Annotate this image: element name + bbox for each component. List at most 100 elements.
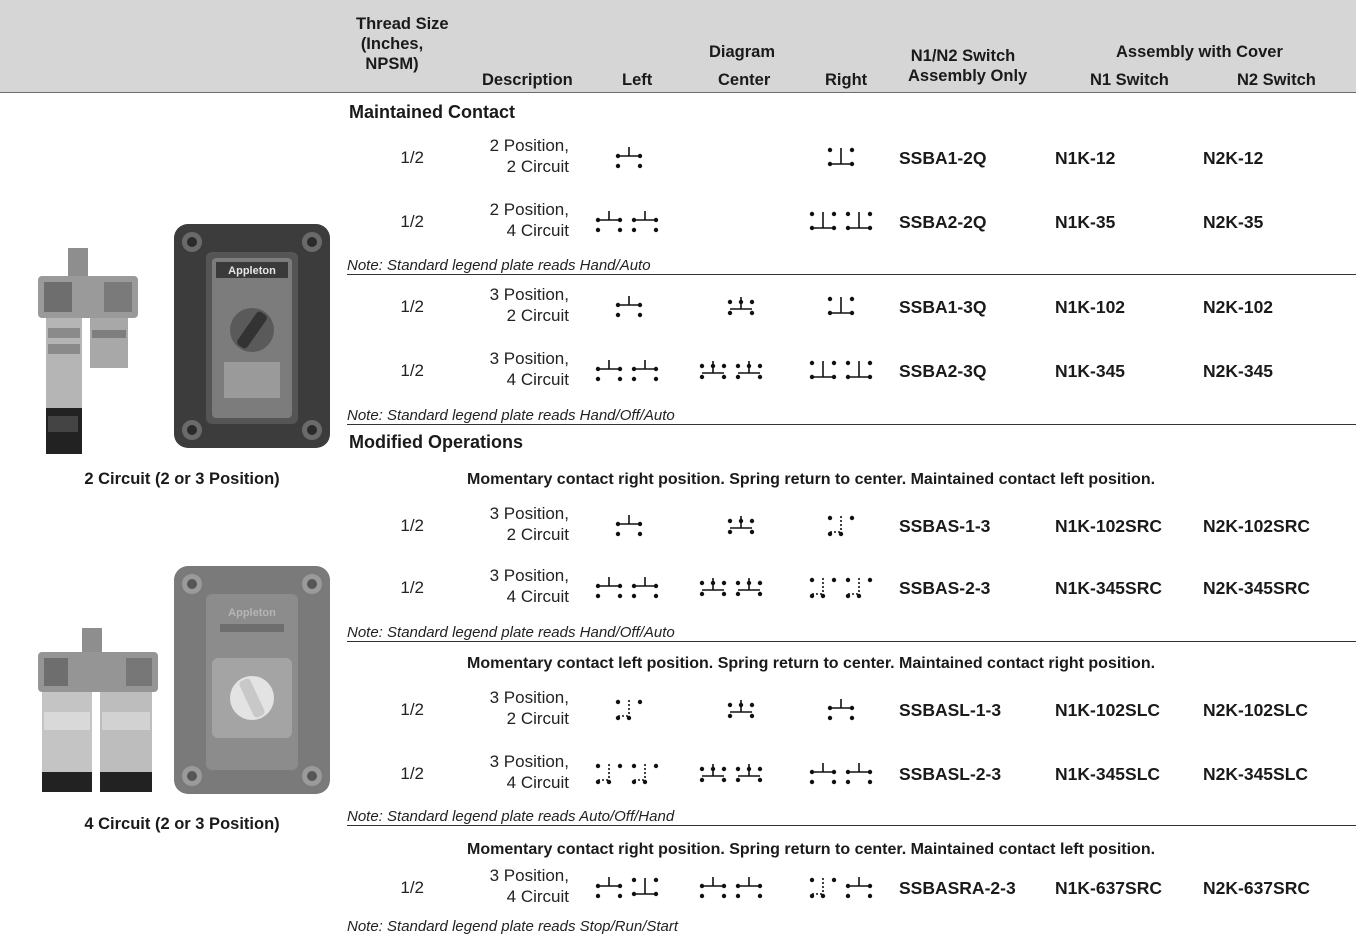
n2-catalog-cell: N2K-102SRC xyxy=(1203,516,1310,536)
left-contact-diagram xyxy=(614,696,648,727)
right-contact-diagram xyxy=(826,696,860,727)
four-circuit-switch-photo xyxy=(38,628,158,792)
n2-catalog-cell: N2K-345SRC xyxy=(1203,578,1310,598)
right-contact-diagram xyxy=(844,874,878,905)
switch-assembly-cell: SSBASL-1-3 xyxy=(899,700,1002,720)
table-header-band xyxy=(0,0,1356,92)
n1-catalog-cell: N1K-345 xyxy=(1055,361,1126,381)
switch-assembly-cell: SSBAS-2-3 xyxy=(899,578,991,598)
two-circuit-switch-photo xyxy=(38,248,138,454)
four-circuit-enclosure-photo: Appleton xyxy=(174,566,330,794)
center-contact-diagram xyxy=(698,760,732,791)
center-contact-diagram xyxy=(726,696,760,727)
left-contact-diagram xyxy=(630,208,664,239)
right-contact-diagram xyxy=(808,760,842,791)
center-contact-diagram xyxy=(726,293,760,324)
header-n2-switch: N2 Switch xyxy=(1237,71,1316,89)
circuit-text: 2 Circuit xyxy=(506,157,569,176)
n1-catalog-cell: N1K-345SRC xyxy=(1055,578,1162,598)
n2-catalog-cell: N2K-345SLC xyxy=(1203,764,1309,784)
thread-size-cell: 1/2 xyxy=(400,148,424,167)
left-contact-diagram xyxy=(614,293,648,324)
left-contact-diagram xyxy=(630,357,664,388)
center-contact-diagram xyxy=(698,357,732,388)
right-contact-diagram xyxy=(808,357,842,388)
right-contact-diagram xyxy=(808,574,842,605)
left-contact-diagram xyxy=(614,512,648,543)
switch-assembly-cell: SSBA2-3Q xyxy=(899,361,987,381)
switch-assembly-cell: SSBAS-1-3 xyxy=(899,516,991,536)
note-auto-off-hand: Note: Standard legend plate reads Auto/O… xyxy=(347,808,1356,826)
note-hand-auto: Note: Standard legend plate reads Hand/A… xyxy=(347,257,1356,275)
thread-size-cell: 1/2 xyxy=(400,516,424,535)
center-contact-diagram xyxy=(734,357,768,388)
switch-assembly-cell: SSBA1-3Q xyxy=(899,297,987,317)
description-cell: 3 Position, 4 Circuit xyxy=(399,565,569,607)
circuit-text: 4 Circuit xyxy=(506,773,569,792)
position-text: 2 Position, xyxy=(489,136,569,155)
description-cell: 2 Position, 2 Circuit xyxy=(399,135,569,177)
circuit-text: 4 Circuit xyxy=(506,370,569,389)
thread-size-cell: 1/2 xyxy=(400,700,424,719)
n2-catalog-cell: N2K-35 xyxy=(1203,212,1264,232)
note-hand-off-auto-1: Note: Standard legend plate reads Hand/O… xyxy=(347,407,1356,425)
left-contact-diagram xyxy=(594,208,628,239)
header-left: Left xyxy=(622,71,653,89)
left-contact-diagram xyxy=(630,874,664,905)
center-contact-diagram xyxy=(698,874,732,905)
thread-size-cell: 1/2 xyxy=(400,878,424,897)
right-contact-diagram xyxy=(844,574,878,605)
center-contact-diagram xyxy=(734,874,768,905)
position-text: 3 Position, xyxy=(489,285,569,304)
n1-catalog-cell: N1K-12 xyxy=(1055,148,1116,168)
note-stop-run-start: Note: Standard legend plate reads Stop/R… xyxy=(347,918,679,935)
operation-description-slc: Momentary contact left position. Spring … xyxy=(467,655,1156,672)
right-contact-diagram xyxy=(844,357,878,388)
description-cell: 2 Position, 4 Circuit xyxy=(399,199,569,241)
operation-description-src-a: Momentary contact right position. Spring… xyxy=(467,471,1156,488)
center-contact-diagram xyxy=(734,760,768,791)
right-contact-diagram xyxy=(826,144,860,175)
position-text: 3 Position, xyxy=(489,504,569,523)
description-cell: 3 Position, 2 Circuit xyxy=(399,503,569,545)
header-right: Right xyxy=(825,71,868,89)
position-text: 3 Position, xyxy=(489,688,569,707)
operation-description-src-b: Momentary contact right position. Spring… xyxy=(467,841,1156,858)
circuit-text: 2 Circuit xyxy=(506,709,569,728)
n2-catalog-cell: N2K-345 xyxy=(1203,361,1274,381)
circuit-text: 2 Circuit xyxy=(506,306,569,325)
switch-assembly-cell: SSBA2-2Q xyxy=(899,212,987,232)
note-hand-off-auto-2: Note: Standard legend plate reads Hand/O… xyxy=(347,624,1356,642)
n2-catalog-cell: N2K-12 xyxy=(1203,148,1264,168)
switch-assembly-cell: SSBA1-2Q xyxy=(899,148,987,168)
position-text: 3 Position, xyxy=(489,866,569,885)
left-contact-diagram xyxy=(594,760,628,791)
n2-catalog-cell: N2K-102 xyxy=(1203,297,1274,317)
header-switch-line2: Assembly Only xyxy=(908,67,1028,85)
center-contact-diagram xyxy=(734,574,768,605)
left-contact-diagram xyxy=(630,760,664,791)
header-center: Center xyxy=(718,71,771,89)
n1-catalog-cell: N1K-35 xyxy=(1055,212,1116,232)
n1-catalog-cell: N1K-345SLC xyxy=(1055,764,1161,784)
header-switch-assembly-only: N1/N2 Switch Assembly Only xyxy=(908,46,1028,86)
left-contact-diagram xyxy=(614,144,648,175)
thread-size-cell: 1/2 xyxy=(400,297,424,316)
right-contact-diagram xyxy=(844,208,878,239)
caption-two-circuit: 2 Circuit (2 or 3 Position) xyxy=(84,470,280,488)
thread-size-cell: 1/2 xyxy=(400,212,424,231)
n1-catalog-cell: N1K-637SRC xyxy=(1055,878,1162,898)
right-contact-diagram xyxy=(826,293,860,324)
header-thread-size: Thread Size (Inches, NPSM) xyxy=(356,14,449,74)
switch-assembly-cell: SSBASRA-2-3 xyxy=(899,878,1016,898)
left-contact-diagram xyxy=(594,574,628,605)
caption-four-circuit: 4 Circuit (2 or 3 Position) xyxy=(84,815,280,833)
n1-catalog-cell: N1K-102 xyxy=(1055,297,1126,317)
header-description: Description xyxy=(482,71,573,89)
circuit-text: 4 Circuit xyxy=(506,887,569,906)
position-text: 2 Position, xyxy=(489,200,569,219)
description-cell: 3 Position, 2 Circuit xyxy=(399,687,569,729)
description-cell: 3 Position, 4 Circuit xyxy=(399,751,569,793)
svg-text:Appleton: Appleton xyxy=(228,265,276,277)
section-maintained-contact: Maintained Contact xyxy=(349,102,516,122)
